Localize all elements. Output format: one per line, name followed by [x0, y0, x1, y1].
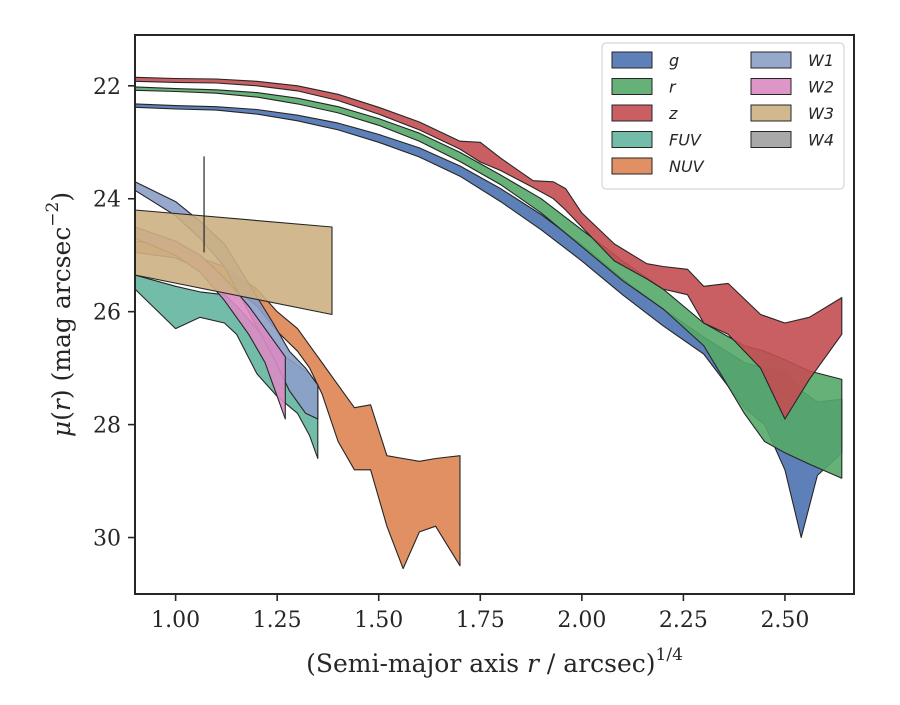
legend-swatch-r	[611, 78, 653, 95]
y-tick-label: 24	[93, 188, 121, 213]
x-tick-label: 1.00	[151, 608, 200, 633]
legend-swatch-nuv	[611, 157, 653, 175]
legend-swatch-z	[611, 104, 653, 122]
x-tick-label: 1.50	[354, 608, 403, 633]
legend-label-fuv: FUV	[669, 131, 702, 150]
axes-frame	[134, 34, 855, 595]
series-band-z	[135, 76, 843, 420]
legend-label-w2: W2	[808, 78, 834, 97]
x-tick-label: 2.00	[557, 608, 606, 633]
y-axis-label: μ(r) (mag arcsec−2)	[43, 192, 76, 437]
legend-swatch-w1	[750, 51, 792, 69]
y-tick-label: 22	[93, 75, 121, 100]
legend-label-w4: W4	[808, 131, 834, 150]
x-tick-label: 2.50	[760, 608, 809, 633]
x-tick-label: 1.25	[253, 608, 302, 633]
legend-label-w3: W3	[808, 104, 834, 123]
legend-swatch-w2	[750, 78, 792, 95]
legend-label-nuv: NUV	[669, 157, 705, 176]
legend-label-z: z	[668, 104, 678, 123]
legend-swatch-w4	[750, 131, 792, 148]
series-band-r	[135, 86, 843, 479]
y-tick-label: 30	[93, 527, 121, 552]
legend-swatch-g	[611, 51, 653, 69]
legend-swatch-fuv	[611, 131, 653, 148]
legend: grz FUV NUV W1 W2 W3 W4	[601, 42, 845, 190]
legend-label-g: g	[669, 51, 679, 70]
x-tick-label: 1.75	[456, 608, 505, 633]
legend-label-r: r	[669, 78, 677, 97]
legend-swatch-w3	[750, 104, 792, 122]
series-band-w3	[135, 209, 333, 316]
plot-area	[135, 76, 843, 570]
y-tick-label: 26	[93, 301, 121, 326]
x-tick-label: 2.25	[659, 608, 708, 633]
x-axis-label: (Semi-major axis r / arcsec)1/4	[306, 645, 683, 678]
y-tick-label: 28	[93, 414, 121, 439]
legend-label-w1: W1	[808, 51, 834, 70]
